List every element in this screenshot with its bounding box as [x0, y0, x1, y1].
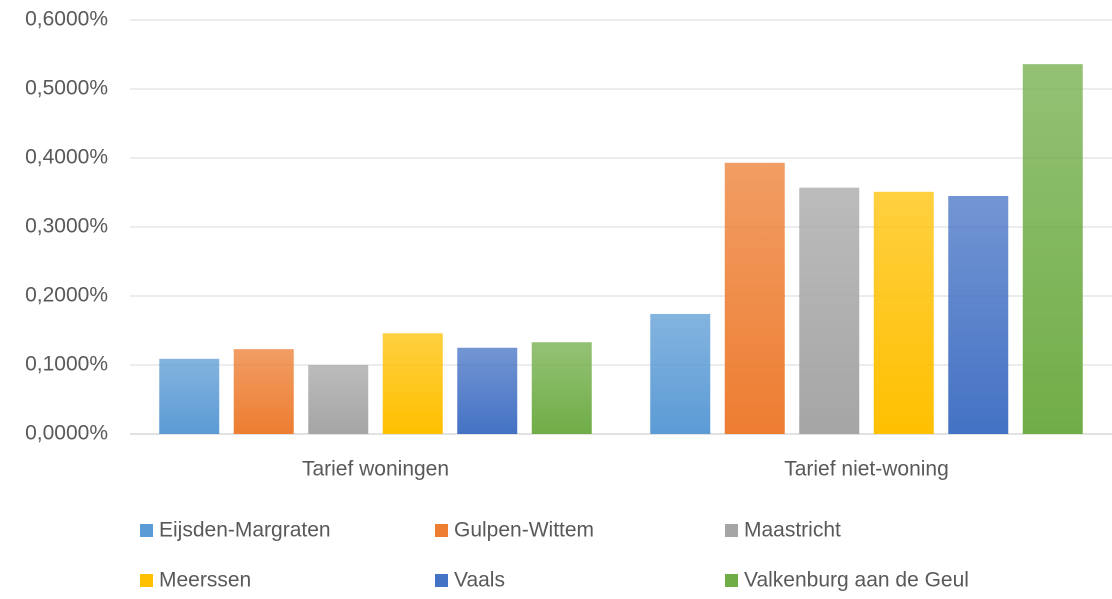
- legend-label: Maastricht: [744, 519, 841, 542]
- x-tick-label: Tarief niet-woning: [784, 458, 949, 481]
- y-tick-label: 0,6000%: [25, 8, 108, 31]
- bar: [724, 162, 785, 434]
- bar: [531, 342, 592, 434]
- bar: [457, 347, 518, 434]
- y-tick-label: 0,2000%: [25, 284, 108, 307]
- legend-label: Meerssen: [159, 569, 251, 592]
- legend-label: Valkenburg aan de Geul: [744, 569, 969, 592]
- bar: [233, 349, 294, 434]
- legend-swatch: [435, 574, 448, 587]
- bar: [948, 195, 1009, 434]
- bar: [382, 333, 443, 434]
- bar: [1022, 64, 1083, 434]
- legend-swatch: [725, 574, 738, 587]
- legend-label: Vaals: [454, 569, 505, 592]
- x-tick-label: Tarief woningen: [302, 458, 449, 481]
- legend-label: Eijsden-Margraten: [159, 519, 331, 542]
- bar: [799, 187, 860, 434]
- y-tick-label: 0,5000%: [25, 77, 108, 100]
- y-tick-label: 0,3000%: [25, 215, 108, 238]
- bar: [650, 313, 711, 434]
- legend-swatch: [435, 524, 448, 537]
- legend-label: Gulpen-Wittem: [454, 519, 594, 542]
- bar: [308, 365, 369, 434]
- y-tick-label: 0,1000%: [25, 353, 108, 376]
- y-tick-label: 0,4000%: [25, 146, 108, 169]
- bar: [873, 191, 934, 434]
- bar: [159, 358, 220, 434]
- y-tick-label: 0,0000%: [25, 422, 108, 445]
- legend-swatch: [140, 524, 153, 537]
- legend-swatch: [725, 524, 738, 537]
- legend-swatch: [140, 574, 153, 587]
